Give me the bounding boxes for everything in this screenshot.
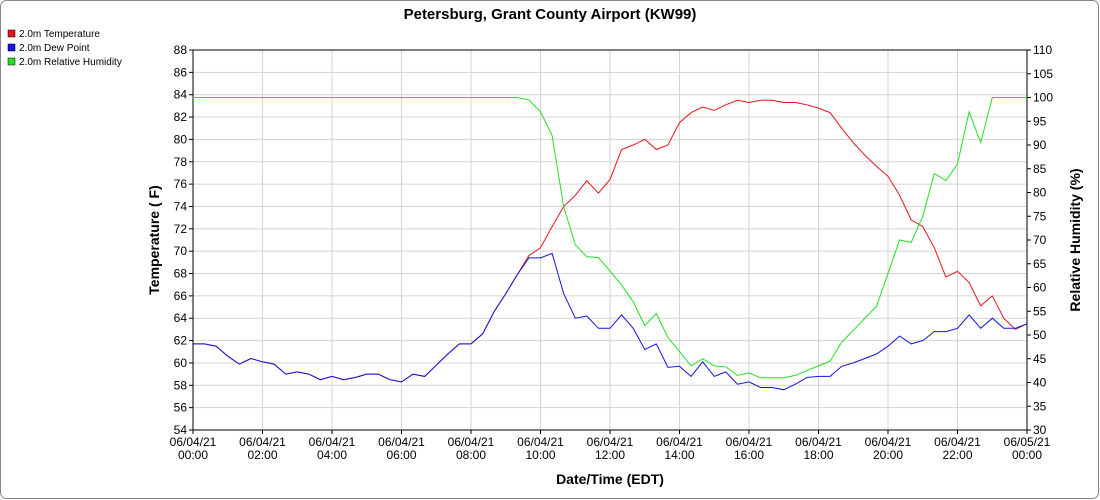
x-tick-label: 06/04/21 12:00 (587, 435, 634, 462)
x-tick-label-line: 06/05/21 (1004, 435, 1051, 449)
x-tick-label: 06/04/21 22:00 (934, 435, 981, 462)
x-tick-label: 06/04/21 00:00 (170, 435, 217, 462)
y2-tick-label: 50 (1033, 328, 1047, 342)
legend-swatch (7, 29, 16, 38)
series-line (193, 252, 1028, 391)
x-tick-label: 06/04/21 14:00 (656, 435, 703, 462)
y2-tick-label: 95 (1033, 114, 1047, 128)
legend-label: 2.0m Temperature (19, 29, 100, 40)
y2-tick-label: 55 (1033, 304, 1047, 318)
x-tick-label-line: 02:00 (247, 448, 277, 462)
y-tick-label: 76 (174, 177, 188, 191)
plot-border (192, 49, 1028, 431)
x-tick-label: 06/04/21 18:00 (795, 435, 842, 462)
y2-tick-label: 105 (1033, 67, 1053, 81)
x-tick-label-line: 22:00 (942, 448, 972, 462)
x-tick-label-line: 06/04/21 (726, 435, 773, 449)
y2-tick-label: 90 (1033, 138, 1047, 152)
y-tick-label: 54 (174, 423, 188, 437)
legend-swatch (7, 43, 16, 52)
x-tick-label: 06/04/21 20:00 (865, 435, 912, 462)
y-tick-label: 80 (174, 132, 188, 146)
x-tick-label-line: 06/04/21 (378, 435, 425, 449)
y2-tick-label: 85 (1033, 162, 1047, 176)
x-tick-label: 06/04/21 04:00 (309, 435, 356, 462)
y-tick-label: 74 (174, 199, 188, 213)
x-tick-label-line: 20:00 (873, 448, 903, 462)
y2-axis-label: Relative Humidity (%) (1067, 168, 1083, 311)
y2-tick-label: 65 (1033, 257, 1047, 271)
x-tick-label-line: 06:00 (386, 448, 416, 462)
y2-tick-label: 100 (1033, 91, 1053, 105)
x-tick-label: 06/04/21 10:00 (517, 435, 564, 462)
y-tick-label: 62 (174, 334, 188, 348)
y2-tick-label: 40 (1033, 376, 1047, 390)
x-tick-label-line: 06/04/21 (795, 435, 842, 449)
x-tick-label-line: 10:00 (525, 448, 555, 462)
y-axis-label: Temperature ( F) (146, 185, 162, 294)
x-axis-label: Date/Time (EDT) (556, 471, 664, 487)
y-tick-label: 68 (174, 267, 188, 281)
y-tick-label: 64 (174, 311, 188, 325)
y2-tick-label: 30 (1033, 423, 1047, 437)
x-tick-label-line: 16:00 (734, 448, 764, 462)
x-tick-label-line: 12:00 (595, 448, 625, 462)
x-tick-label-line: 04:00 (317, 448, 347, 462)
y2-tick-label: 110 (1033, 43, 1052, 57)
legend-label: 2.0m Dew Point (19, 43, 90, 54)
x-tick-label-line: 06/04/21 (170, 435, 217, 449)
y-tick-label: 82 (174, 110, 188, 124)
y2-tick-label: 45 (1033, 352, 1047, 366)
x-tick-label-line: 06/04/21 (865, 435, 912, 449)
y-tick-label: 60 (174, 356, 188, 370)
y-tick-label: 58 (174, 378, 188, 392)
y-tick-label: 56 (174, 401, 188, 415)
x-tick-label-line: 06/04/21 (934, 435, 981, 449)
x-tick-label-line: 06/04/21 (448, 435, 495, 449)
x-tick-label-line: 06/04/21 (587, 435, 634, 449)
x-tick-label-line: 06/04/21 (656, 435, 703, 449)
y2-tick-label: 75 (1033, 209, 1047, 223)
x-tick-label: 06/04/21 08:00 (448, 435, 495, 462)
x-tick-label: 06/04/21 06:00 (378, 435, 425, 462)
y-tick-label: 86 (174, 65, 188, 79)
y2-tick-label: 80 (1033, 186, 1047, 200)
x-tick-label-line: 06/04/21 (517, 435, 564, 449)
x-tick-label-line: 00:00 (1012, 448, 1042, 462)
x-tick-label-line: 18:00 (803, 448, 833, 462)
x-tick-label: 06/04/21 16:00 (726, 435, 773, 462)
y-tick-label: 78 (174, 155, 188, 169)
y-tick-label: 70 (174, 244, 188, 258)
chart-title: Petersburg, Grant County Airport (KW99) (404, 6, 697, 23)
x-tick-label-line: 14:00 (664, 448, 694, 462)
y2-tick-label: 35 (1033, 399, 1047, 413)
y-tick-label: 72 (174, 222, 188, 236)
y-tick-label: 88 (174, 43, 188, 57)
legend-label: 2.0m Relative Humidity (19, 57, 122, 68)
series-line (193, 97, 1027, 379)
x-tick-label: 06/05/21 00:00 (1004, 435, 1051, 462)
y2-tick-label: 70 (1033, 233, 1047, 247)
x-tick-label-line: 00:00 (178, 448, 208, 462)
y2-tick-label: 60 (1033, 281, 1047, 295)
x-tick-label-line: 08:00 (456, 448, 486, 462)
y-tick-label: 84 (174, 88, 188, 102)
x-tick-label-line: 06/04/21 (309, 435, 356, 449)
x-tick-label-line: 06/04/21 (239, 435, 286, 449)
legend-swatch (7, 57, 16, 66)
y-tick-label: 66 (174, 289, 188, 303)
x-tick-label: 06/04/21 02:00 (239, 435, 286, 462)
